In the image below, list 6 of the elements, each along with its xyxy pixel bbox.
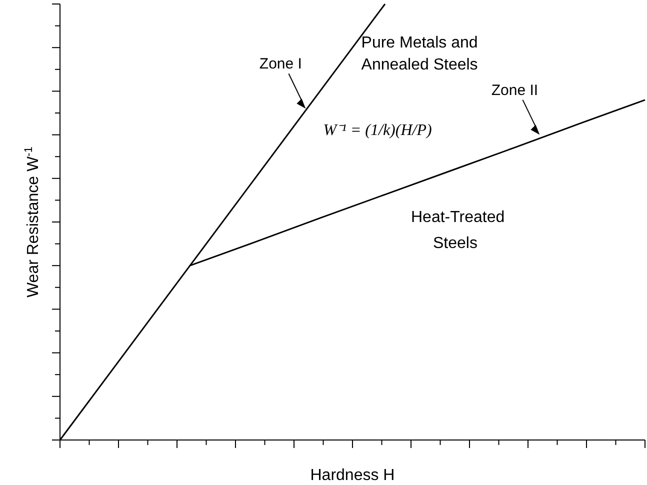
annotation: Zone II <box>491 82 538 99</box>
annotation: W⁻¹ = (1/k)(H/P) <box>323 122 432 139</box>
x-axis-title: Hardness H <box>310 467 395 484</box>
annotation: Zone I <box>259 56 302 73</box>
annotation: Heat-Treated Steels <box>411 209 505 252</box>
annotation: Pure Metals and Annealed Steels <box>361 34 478 74</box>
